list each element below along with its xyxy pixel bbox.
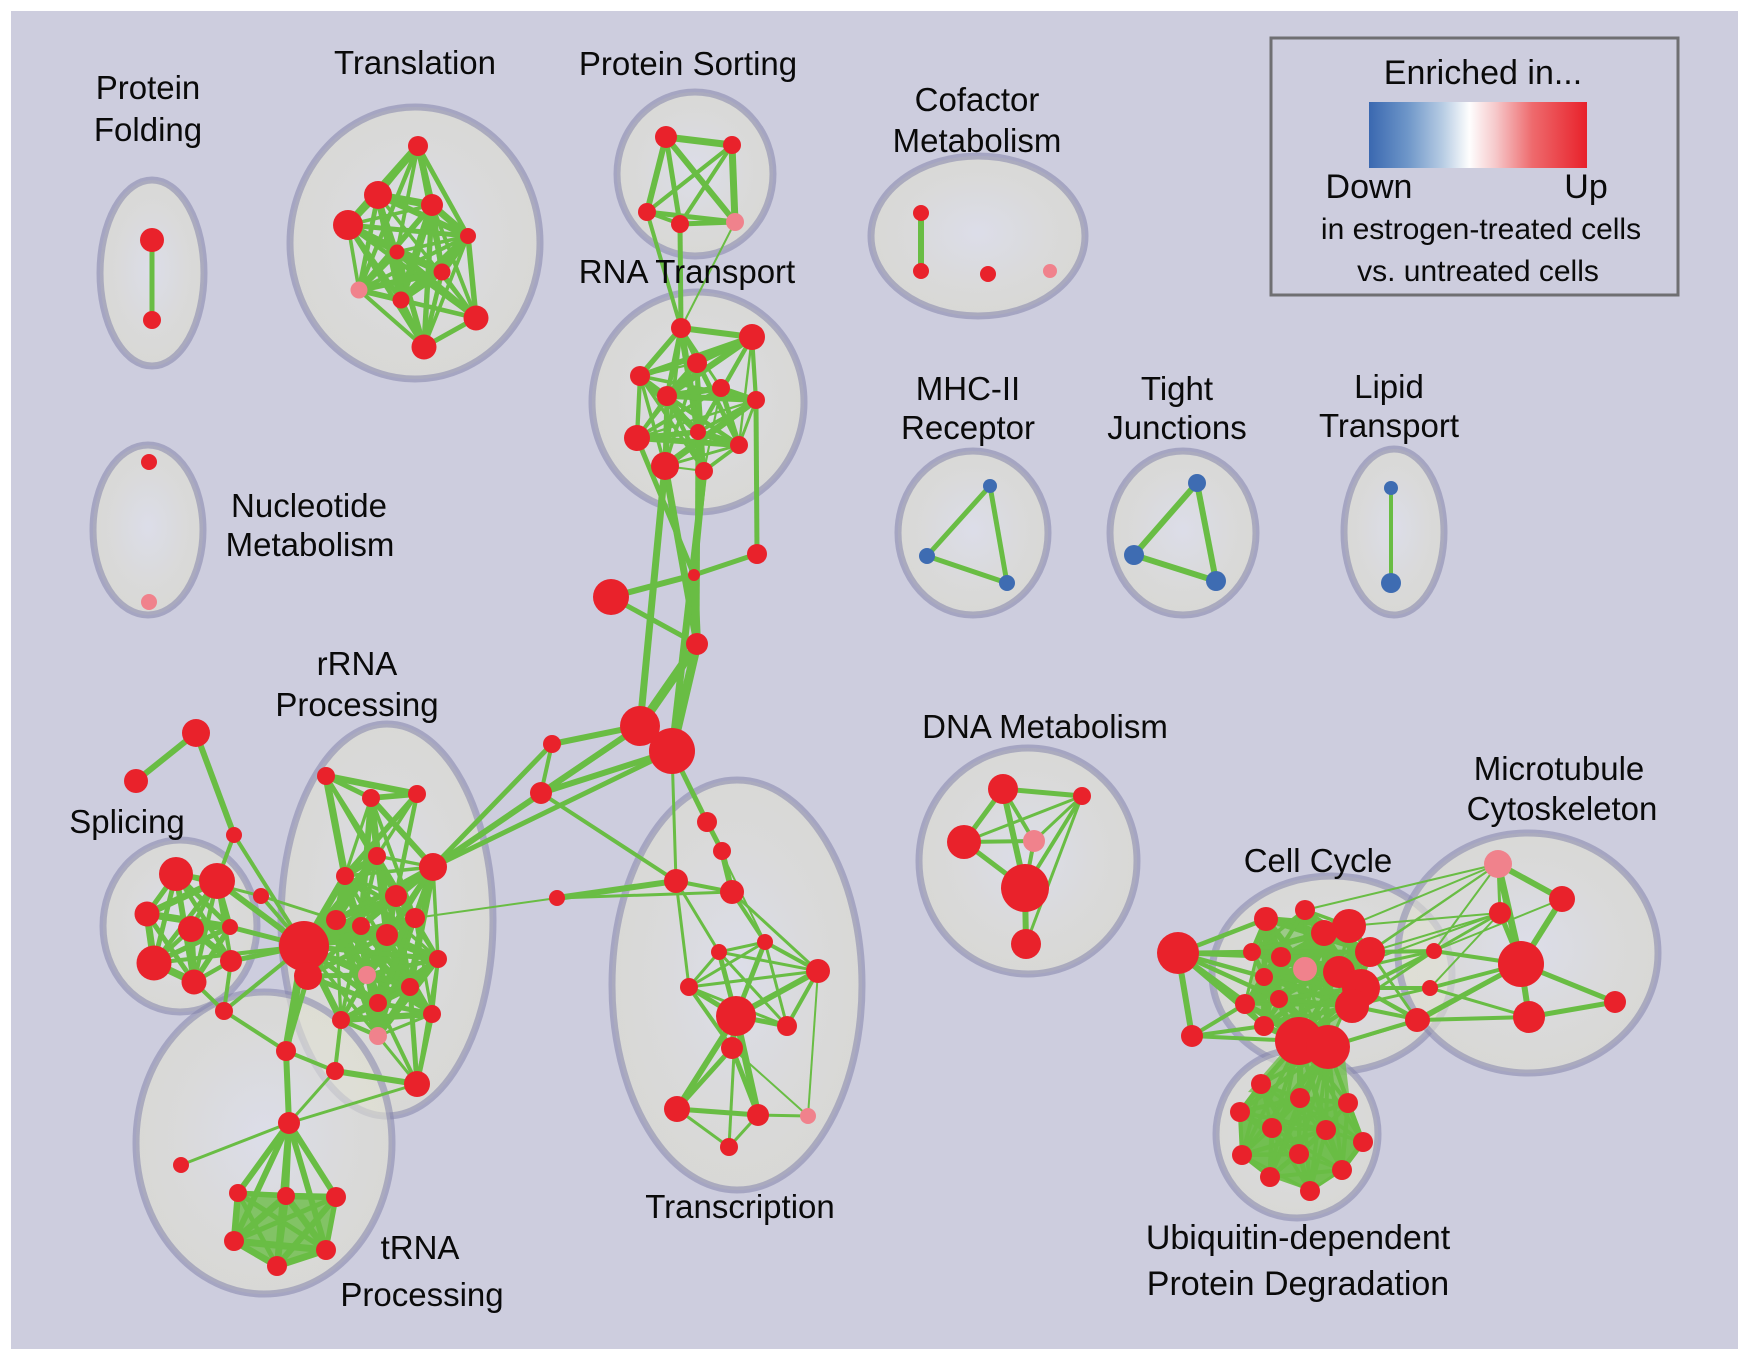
svg-text:Tight: Tight — [1141, 370, 1213, 407]
svg-text:tRNA: tRNA — [381, 1229, 460, 1266]
svg-text:Transcription: Transcription — [645, 1188, 835, 1225]
svg-text:Cofactor: Cofactor — [915, 81, 1040, 118]
svg-text:Splicing: Splicing — [69, 803, 185, 840]
svg-text:Metabolism: Metabolism — [893, 122, 1062, 159]
svg-text:Protein Sorting: Protein Sorting — [579, 45, 797, 82]
svg-text:Protein Degradation: Protein Degradation — [1147, 1265, 1449, 1303]
svg-text:Enriched in...: Enriched in... — [1384, 54, 1582, 92]
svg-text:Microtubule: Microtubule — [1474, 750, 1645, 787]
svg-text:Ubiquitin-dependent: Ubiquitin-dependent — [1146, 1219, 1451, 1257]
svg-text:MHC-II: MHC-II — [916, 370, 1020, 407]
svg-text:Nucleotide: Nucleotide — [231, 487, 387, 524]
svg-text:Translation: Translation — [334, 44, 496, 81]
svg-text:Down: Down — [1326, 168, 1413, 206]
svg-text:Cytoskeleton: Cytoskeleton — [1467, 790, 1658, 827]
svg-text:Junctions: Junctions — [1107, 409, 1246, 446]
svg-text:Processing: Processing — [275, 686, 438, 723]
svg-text:Transport: Transport — [1319, 407, 1459, 444]
svg-text:Lipid: Lipid — [1354, 368, 1424, 405]
svg-text:in estrogen-treated cells: in estrogen-treated cells — [1321, 213, 1641, 246]
svg-text:RNA Transport: RNA Transport — [579, 253, 795, 290]
svg-text:Cell Cycle: Cell Cycle — [1244, 842, 1393, 879]
svg-text:Metabolism: Metabolism — [226, 526, 395, 563]
svg-text:vs. untreated cells: vs. untreated cells — [1357, 255, 1599, 288]
svg-text:Up: Up — [1564, 168, 1607, 206]
svg-text:Processing: Processing — [340, 1276, 503, 1313]
svg-text:Folding: Folding — [94, 111, 202, 148]
svg-text:Protein: Protein — [96, 69, 201, 106]
svg-text:rRNA: rRNA — [317, 645, 398, 682]
svg-text:DNA Metabolism: DNA Metabolism — [922, 708, 1168, 745]
svg-text:Receptor: Receptor — [901, 409, 1035, 446]
